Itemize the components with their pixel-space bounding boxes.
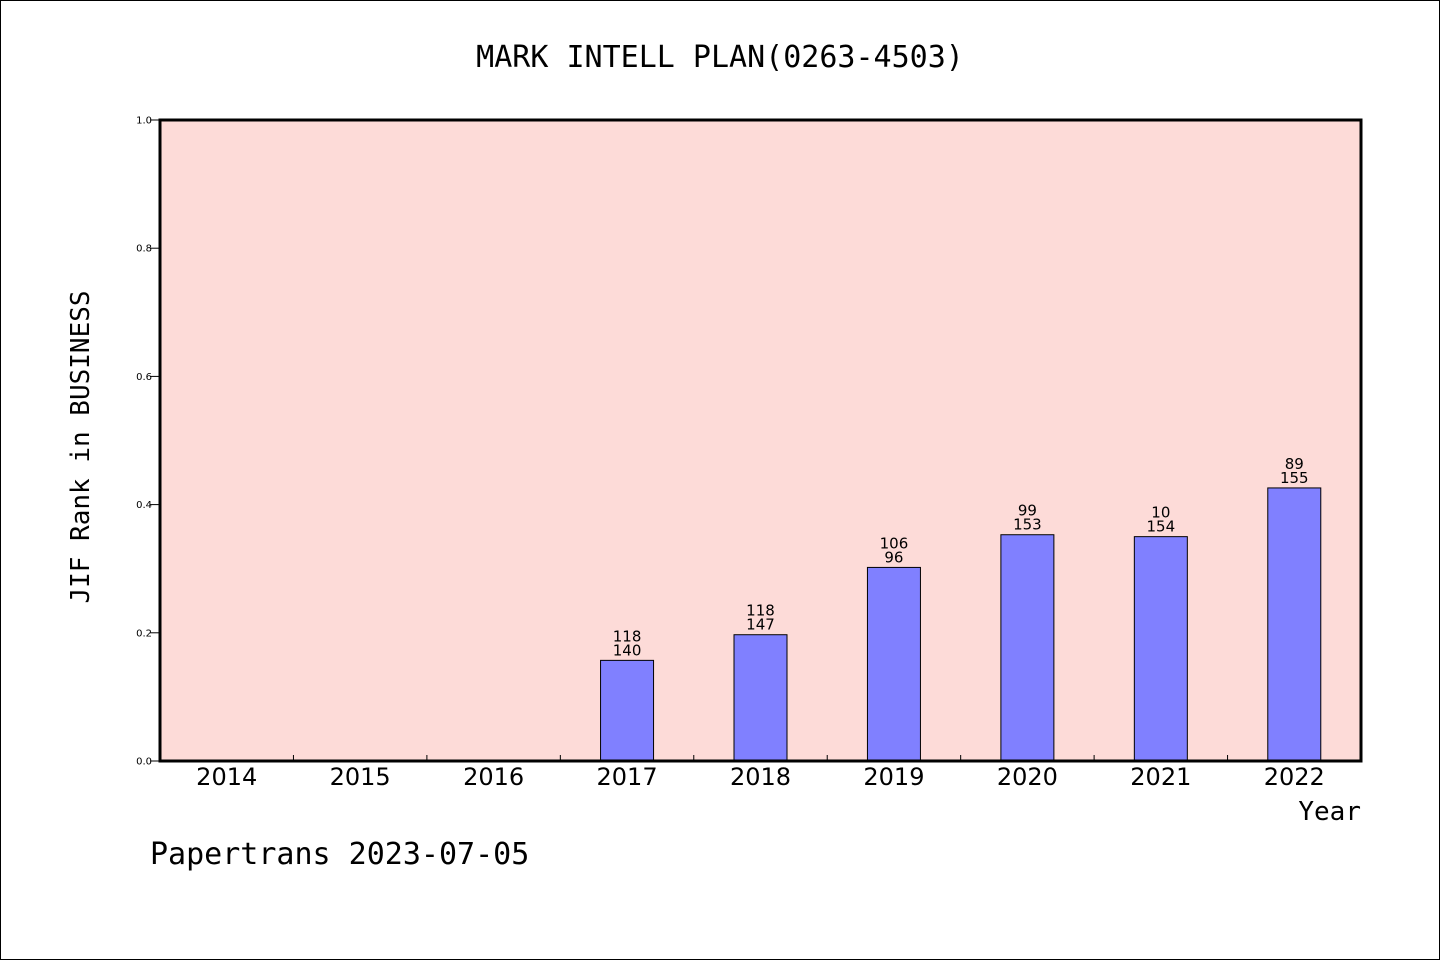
bar-label-rank: 99 xyxy=(1018,502,1037,520)
bar-label-rank: 89 xyxy=(1285,455,1304,473)
y-axis: 0.0 0.2 0.4 0.6 0.8 1.0 xyxy=(136,116,160,768)
y-tick-label: 1.0 xyxy=(136,116,152,127)
x-axis: 2014 2015 2016 2017 2018 2019 2020 2021 2022 xyxy=(196,755,1325,791)
bar-label-total: 154 xyxy=(1147,518,1176,536)
bar-2020 xyxy=(1000,534,1055,762)
x-tick-label: 2016 xyxy=(463,763,524,791)
y-tick-label: 0.6 xyxy=(136,372,152,383)
x-tick-label: 2019 xyxy=(863,763,924,791)
x-tick-label: 2015 xyxy=(330,763,391,791)
x-tick-label: 2020 xyxy=(997,763,1058,791)
bar-2022 xyxy=(1267,487,1322,762)
bar-2019 xyxy=(866,566,921,762)
plot-border xyxy=(158,118,1363,763)
y-tick-label: 0.8 xyxy=(136,244,152,255)
bar-2017 xyxy=(600,659,655,762)
y-axis-label: JIF Rank in BUSINESS xyxy=(66,290,96,603)
x-tick-label: 2014 xyxy=(196,763,257,791)
bar-label-total: 140 xyxy=(613,641,642,659)
x-tick-label: 2021 xyxy=(1130,763,1191,791)
y-tick-label: 0.2 xyxy=(136,628,152,639)
bar-label-rank: 118 xyxy=(613,627,642,645)
x-tick-label: 2017 xyxy=(597,763,658,791)
bar-label-rank: 106 xyxy=(880,534,909,552)
y-tick-label: 0.0 xyxy=(136,757,152,768)
bar-label-rank: 118 xyxy=(746,602,775,620)
x-tick-label: 2022 xyxy=(1264,763,1325,791)
y-tick-label: 0.4 xyxy=(136,500,152,511)
bar-2021 xyxy=(1133,536,1188,762)
bar-2018 xyxy=(733,634,788,762)
bar-label-total: 155 xyxy=(1280,469,1309,487)
x-axis-label: Year xyxy=(1298,797,1361,827)
bar-label-total: 147 xyxy=(746,616,775,634)
x-tick-label: 2018 xyxy=(730,763,791,791)
bar-label-total: 153 xyxy=(1013,516,1042,534)
bar-label-rank: 10 xyxy=(1151,504,1170,522)
chart-title: MARK INTELL PLAN(0263-4503) xyxy=(476,40,964,75)
footer-credit: Papertrans 2023-07-05 xyxy=(150,837,529,872)
bar-label-total: 96 xyxy=(884,548,903,566)
bar-series xyxy=(600,487,1322,762)
